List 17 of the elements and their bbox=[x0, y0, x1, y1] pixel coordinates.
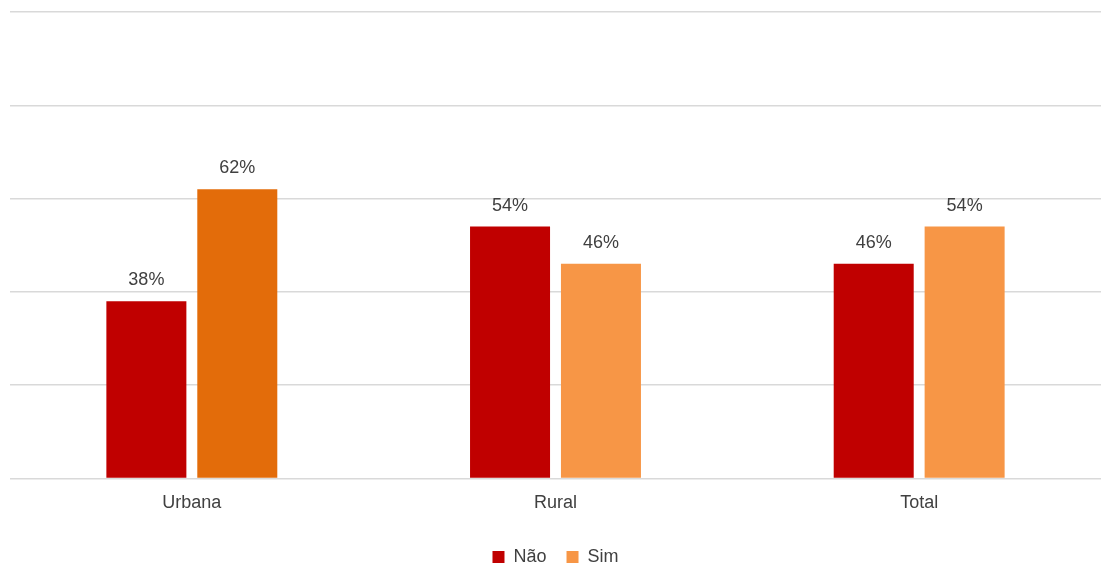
bar bbox=[470, 226, 551, 478]
legend-label: Não bbox=[513, 545, 547, 566]
data-label: 54% bbox=[492, 194, 529, 215]
data-label: 46% bbox=[582, 231, 619, 252]
x-tick-label: Total bbox=[900, 492, 939, 513]
data-label: 62% bbox=[219, 157, 256, 178]
x-tick-label: Urbana bbox=[162, 492, 223, 513]
data-label: 38% bbox=[128, 269, 165, 290]
bar bbox=[197, 189, 278, 478]
bar bbox=[560, 263, 641, 478]
data-label: 46% bbox=[855, 231, 892, 252]
bar bbox=[924, 226, 1005, 478]
legend-label: Sim bbox=[587, 545, 619, 566]
x-tick-label: Rural bbox=[533, 492, 578, 513]
bar bbox=[833, 263, 914, 478]
bar bbox=[106, 301, 187, 478]
data-label: 54% bbox=[946, 194, 983, 215]
